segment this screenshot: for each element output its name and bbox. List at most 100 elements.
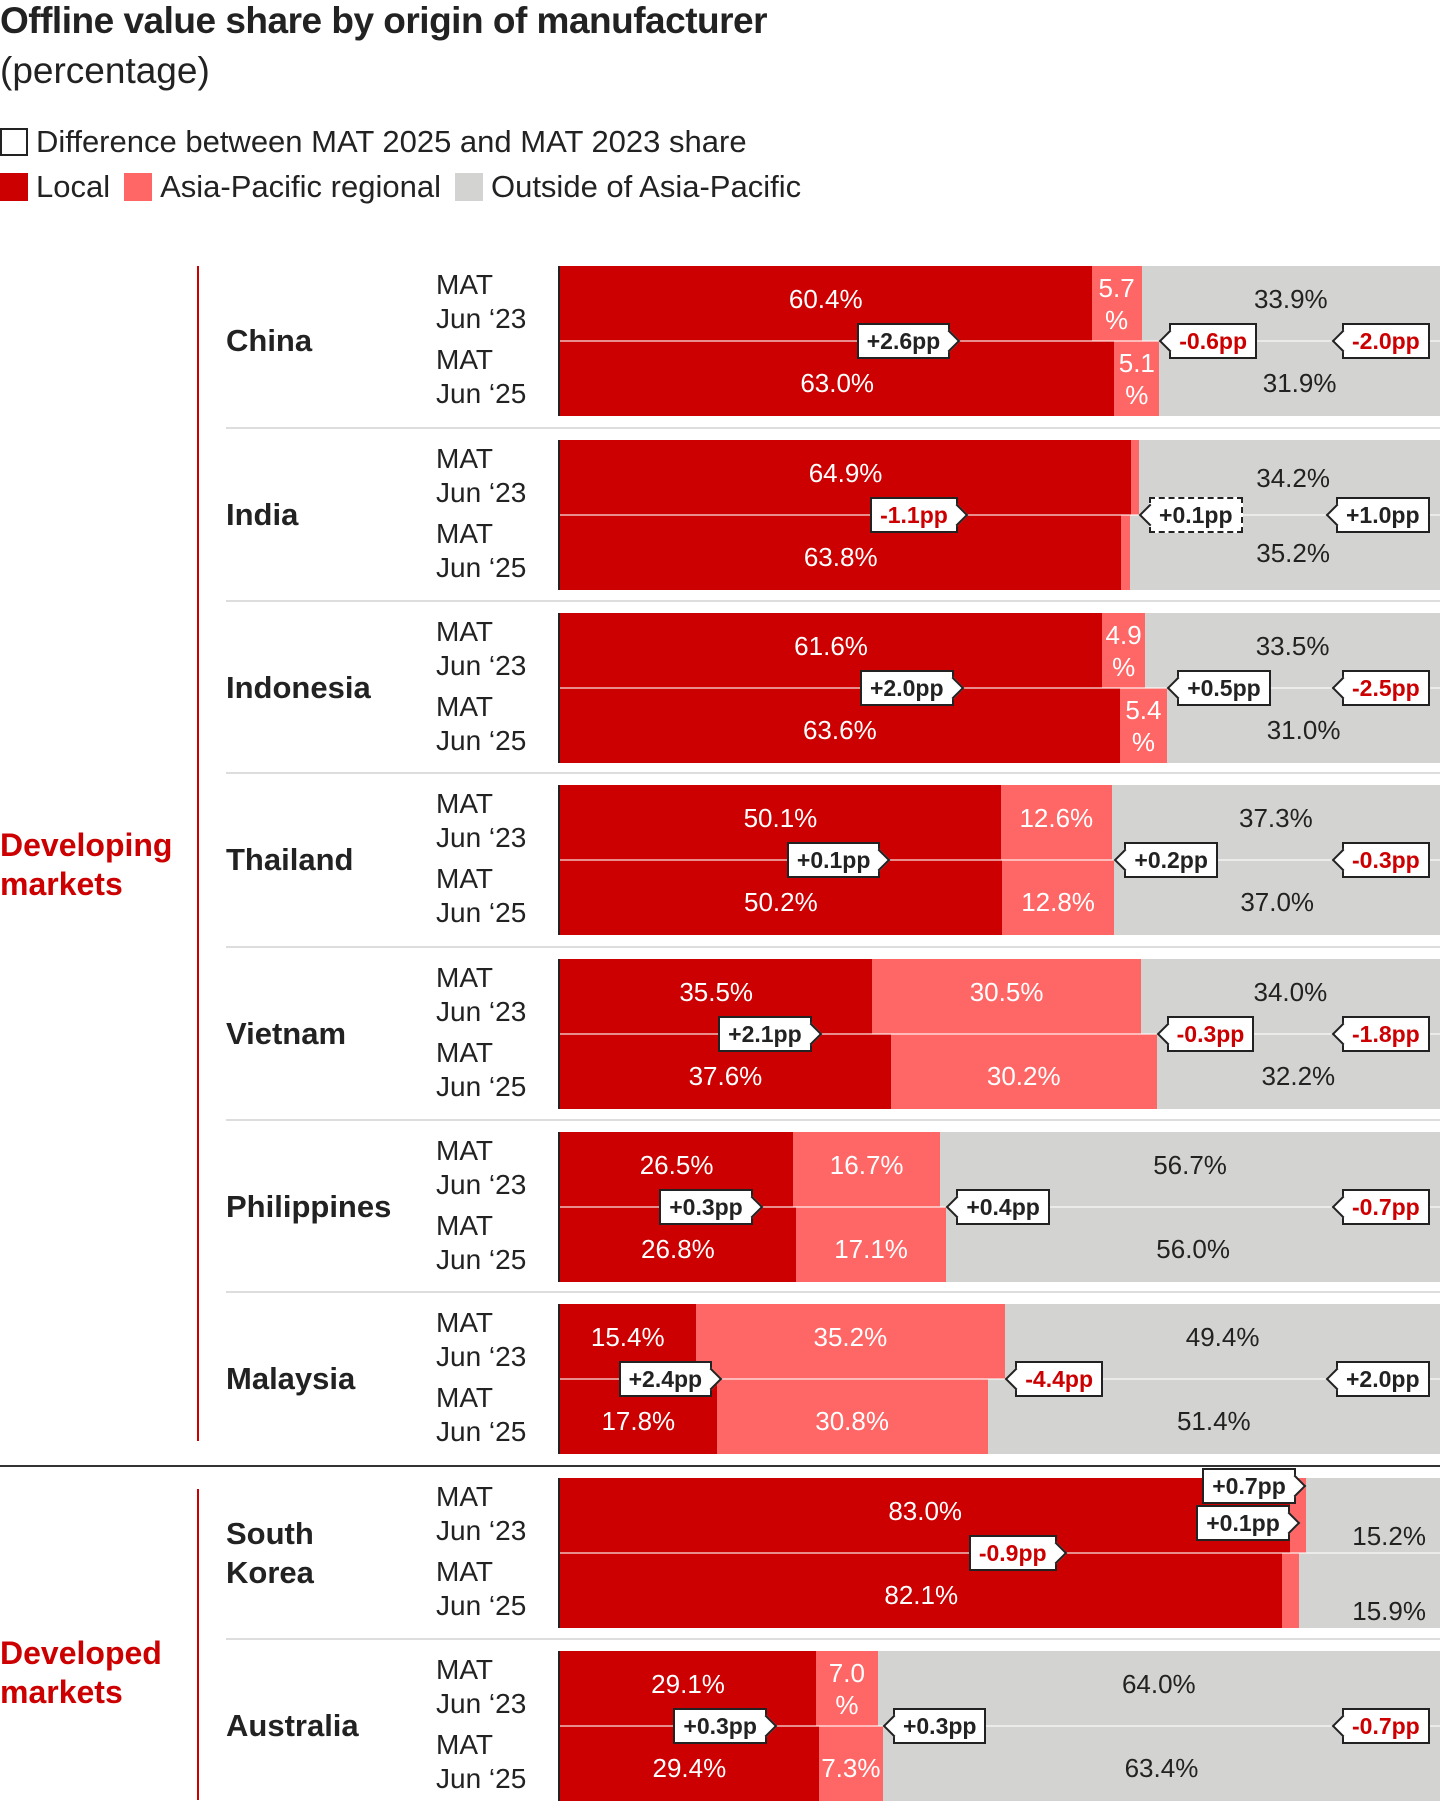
bar-segment-local: 61.6% <box>560 613 1103 688</box>
difference-badge: +0.1pp <box>786 842 891 878</box>
segment-label: 37.6% <box>688 1060 763 1091</box>
segment-label: 35.5% <box>679 976 754 1007</box>
group-label-developed: Developed markets <box>0 1635 162 1710</box>
segment-label: 82.1% <box>884 1579 959 1610</box>
segment-label: 31.9% <box>1262 367 1337 398</box>
bar-axis-line <box>558 959 560 1109</box>
period-label-2025: MAT Jun ‘25 <box>436 1556 527 1621</box>
difference-badge: +1.0pp <box>1325 497 1430 533</box>
bar-segment-local: 82.1% <box>560 1553 1283 1628</box>
segment-label: 4.9 % <box>1105 619 1142 682</box>
period-label-2023: MAT Jun ‘23 <box>436 788 527 853</box>
segment-label: 63.0% <box>800 367 875 398</box>
bar-segment-apac: 30.2% <box>890 1034 1157 1109</box>
legend-item-outside: Outside of Asia-Pacific <box>454 169 801 205</box>
segment-label: 37.0% <box>1240 886 1315 917</box>
legend-label-difference: Difference between MAT 2025 and MAT 2023… <box>36 124 747 159</box>
segment-label: 12.6% <box>1019 802 1094 833</box>
segment-label: 64.9% <box>808 457 883 488</box>
chart-title: Offline value share by origin of manufac… <box>0 0 768 41</box>
bar-segment-local: 60.4% <box>560 266 1092 341</box>
segment-label: 83.0% <box>888 1495 963 1526</box>
group-bracket-developing <box>197 266 199 1441</box>
difference-badge: -4.4pp <box>1004 1361 1103 1397</box>
difference-badge: -2.0pp <box>1331 323 1430 359</box>
difference-badge: +0.4pp <box>945 1189 1050 1225</box>
legend-label-local: Local <box>36 169 111 204</box>
country-label: Philippines <box>226 1189 392 1224</box>
bar-axis-line <box>558 440 560 590</box>
period-label-2025: MAT Jun ‘25 <box>436 1037 527 1102</box>
difference-badge: +0.3pp <box>659 1189 764 1225</box>
group-bracket-developed <box>197 1489 199 1800</box>
difference-badge: -1.1pp <box>870 497 969 533</box>
segment-label: 60.4% <box>788 283 863 314</box>
bar-segment-apac: 7.3% <box>818 1726 883 1801</box>
bar-midline <box>560 514 1440 516</box>
bar-midline <box>560 1725 1440 1727</box>
period-label-2025: MAT Jun ‘25 <box>436 1729 527 1794</box>
bar-segment-apac: 16.7% <box>793 1132 941 1207</box>
bar-axis-line <box>558 1478 560 1628</box>
row-separator <box>226 600 1440 602</box>
segment-label: 63.6% <box>802 714 877 745</box>
bar-segment-apac: 4.9 % <box>1102 613 1146 688</box>
bar-segment-apac <box>1282 1553 1300 1628</box>
period-label-2023: MAT Jun ‘23 <box>436 616 527 681</box>
segment-label: 50.1% <box>743 802 818 833</box>
period-label-2025: MAT Jun ‘25 <box>436 1210 527 1275</box>
difference-badge: +0.1pp <box>1138 497 1243 533</box>
difference-badge: +2.6pp <box>856 323 961 359</box>
segment-label: 15.4% <box>590 1321 665 1352</box>
bar-segment-apac: 12.6% <box>1000 785 1112 860</box>
segment-label: 29.4% <box>652 1752 727 1783</box>
segment-label-outside: 15.9% <box>1352 1595 1426 1626</box>
bar-segment-local: 63.8% <box>560 515 1122 590</box>
bar-segment-outside: 15.9% <box>1299 1553 1440 1628</box>
segment-label-outside: 15.2% <box>1352 1520 1426 1551</box>
period-label-2025: MAT Jun ‘25 <box>436 691 527 756</box>
row-separator <box>226 1638 1440 1640</box>
bar-axis-line <box>558 1304 560 1454</box>
segment-label: 30.8% <box>815 1405 889 1436</box>
segment-label: 31.0% <box>1266 714 1341 745</box>
group-label-developing: Developing markets <box>0 827 173 902</box>
bar-segment-apac: 30.8% <box>716 1379 988 1454</box>
difference-badge: +0.2pp <box>1114 842 1218 878</box>
segment-label: 17.8% <box>601 1405 676 1436</box>
difference-badge: +2.1pp <box>718 1016 822 1052</box>
difference-badge: -0.7pp <box>1331 1708 1430 1744</box>
legend-item-apac: Asia-Pacific regional <box>124 169 441 205</box>
bar-segment-local: 63.0% <box>560 341 1115 416</box>
bar-segment-apac <box>1131 440 1140 515</box>
segment-label: 49.4% <box>1185 1321 1260 1352</box>
difference-badge: -2.5pp <box>1331 670 1430 706</box>
bar-segment-apac: 17.1% <box>795 1207 947 1282</box>
bar-segment-apac <box>1121 515 1131 590</box>
segment-label: 35.2% <box>813 1321 888 1352</box>
difference-badge: -0.6pp <box>1158 323 1257 359</box>
country-label: India <box>226 497 299 532</box>
period-label-2023: MAT Jun ‘23 <box>436 269 527 334</box>
segment-label: 64.0% <box>1121 1668 1196 1699</box>
segment-label: 30.5% <box>969 976 1044 1007</box>
row-separator <box>226 427 1440 429</box>
chart-subtitle: (percentage) <box>0 50 210 91</box>
bar-segment-local: 83.0% <box>560 1478 1291 1553</box>
period-label-2025: MAT Jun ‘25 <box>436 1382 527 1447</box>
bar-axis-line <box>558 1651 560 1801</box>
period-label-2023: MAT Jun ‘23 <box>436 1307 527 1372</box>
bar-axis-line <box>558 785 560 935</box>
segment-label: 7.0 % <box>828 1657 865 1720</box>
bar-axis-line <box>558 1132 560 1282</box>
difference-badge: -1.8pp <box>1331 1016 1430 1052</box>
segment-label: 16.7% <box>829 1149 904 1180</box>
period-label-2023: MAT Jun ‘23 <box>436 1135 527 1200</box>
segment-label: 51.4% <box>1176 1405 1251 1436</box>
difference-badge: -0.3pp <box>1331 842 1430 878</box>
period-label-2025: MAT Jun ‘25 <box>436 863 527 928</box>
bar-midline <box>560 340 1440 342</box>
row-separator <box>226 1119 1440 1121</box>
segment-label: 26.5% <box>639 1149 714 1180</box>
bar-segment-apac: 30.5% <box>872 959 1141 1034</box>
